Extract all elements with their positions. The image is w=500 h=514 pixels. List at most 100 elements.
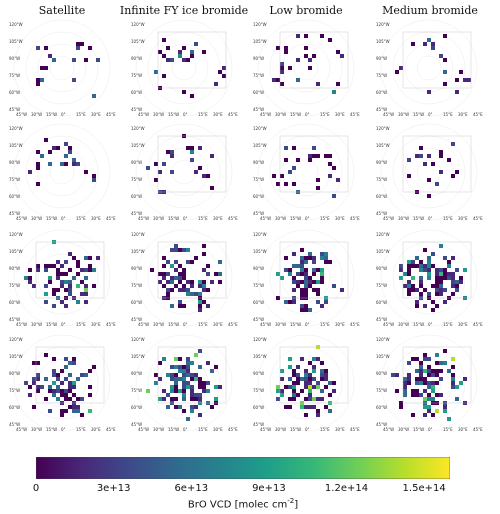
data-cell [451, 385, 455, 389]
data-cell [308, 308, 312, 312]
data-cell [316, 288, 320, 292]
data-cell [415, 288, 419, 292]
map-panel-r4-c1: 120°W 105°W 90°W 75°W 60°W 45°W 45°W 30°W 15°W 0°… [8, 333, 116, 433]
polar-map: 120°W 105°W 90°W 75°W 60°W 45°W45°W 30°W 15°W 0°… [253, 123, 360, 221]
data-cell [44, 264, 48, 268]
data-cell [166, 280, 170, 284]
lon-label: 30°W [153, 427, 164, 432]
data-cell [403, 389, 407, 393]
data-cell [56, 288, 60, 292]
data-cell [76, 260, 80, 264]
data-cell [198, 377, 202, 381]
data-cell [439, 244, 443, 248]
lon-label: 45°W [383, 427, 394, 432]
map-panel-r4-c4: 120°W 105°W 90°W 75°W 60°W 45°W 45°W 30°W 15°W 0°… [375, 333, 483, 433]
data-cell [288, 272, 292, 276]
data-cell [431, 162, 435, 166]
lat-label: 120°W [376, 337, 390, 342]
lat-label: 75°W [253, 73, 264, 78]
lon-label: 45°E [473, 427, 483, 432]
data-cell [276, 182, 280, 186]
data-cell [455, 78, 459, 82]
lon-label: 30°E [213, 322, 223, 327]
data-cell [312, 357, 316, 361]
map-panel-r3-c4: 120°W 105°W 90°W 75°W 60°W 45°W 45°W 30°W 15°W 0°… [375, 228, 483, 328]
data-cell [276, 78, 280, 82]
polar-map: 120°W 105°W 90°W 75°W 60°W 45°W45°W 30°W 15°W 0°… [376, 123, 483, 221]
data-cell [312, 397, 316, 401]
data-cell [52, 264, 56, 268]
data-cell [312, 256, 316, 260]
data-cell [304, 46, 308, 50]
data-cell [435, 284, 439, 288]
lon-label: 45°W [138, 322, 149, 327]
data-cell [32, 381, 36, 385]
data-cell [84, 288, 88, 292]
lon-label: 0° [305, 427, 310, 432]
data-cell [431, 381, 435, 385]
map-panel-r3-c1: 120°W 105°W 90°W 75°W 60°W 45°W 45°W 30°W 15°W 0°… [8, 228, 116, 328]
data-cell [56, 397, 60, 401]
lat-label: 90°W [9, 56, 20, 61]
data-cell [308, 361, 312, 365]
data-cell [288, 170, 292, 174]
data-cell [423, 369, 427, 373]
data-cell [411, 288, 415, 292]
data-cell [332, 284, 336, 288]
lat-label: 75°W [9, 283, 20, 288]
graticule-circle [13, 229, 111, 327]
lat-label: 60°W [131, 90, 142, 95]
lon-label: 45°E [228, 216, 238, 221]
lon-label: 30°W [153, 216, 164, 221]
lon-label: 45°E [106, 322, 116, 327]
polar-map: 120°W 105°W 90°W 75°W 60°W 45°W45°W 30°W 15°W 0°… [253, 19, 360, 117]
data-cell [194, 405, 198, 409]
data-cell [80, 373, 84, 377]
data-cell [320, 369, 324, 373]
data-cell [459, 70, 463, 74]
data-cell [427, 373, 431, 377]
data-cell [190, 361, 194, 365]
data-cell [435, 182, 439, 186]
lat-label: 90°W [9, 266, 20, 271]
data-cell [198, 284, 202, 288]
data-cell [202, 385, 206, 389]
polar-map: 120°W 105°W 90°W 75°W 60°W 45°W45°W 30°W 15°W 0°… [253, 334, 360, 432]
data-cell [308, 66, 312, 70]
lat-label: 45°W [376, 317, 387, 322]
data-cell [190, 385, 194, 389]
data-cell [427, 397, 431, 401]
data-cell [158, 361, 162, 365]
data-cell [60, 162, 64, 166]
data-cell [202, 244, 206, 248]
data-cell [182, 389, 186, 393]
data-cell [304, 34, 308, 38]
data-cell [190, 397, 194, 401]
data-cell [178, 276, 182, 280]
graticule-circle [13, 19, 111, 117]
data-cell [68, 284, 72, 288]
data-cell [439, 361, 443, 365]
polar-map: 120°W 105°W 90°W 75°W 60°W 45°W45°W 30°W 15°W 0°… [9, 334, 116, 432]
data-cell [166, 405, 170, 409]
lat-label: 45°W [131, 211, 142, 216]
data-cell [316, 178, 320, 182]
data-cell [60, 280, 64, 284]
lat-label: 75°W [376, 283, 387, 288]
lon-label: 45°W [383, 216, 394, 221]
data-cell [194, 170, 198, 174]
data-cell [292, 276, 296, 280]
data-cell [308, 373, 312, 377]
data-cell [300, 377, 304, 381]
data-cell [52, 369, 56, 373]
lat-label: 120°W [253, 232, 267, 237]
data-cell [174, 397, 178, 401]
data-cell [435, 353, 439, 357]
data-cell [206, 304, 210, 308]
data-cell [419, 369, 423, 373]
lat-label: 120°W [253, 22, 267, 27]
data-cell [170, 304, 174, 308]
lat-label: 105°W [9, 249, 23, 254]
data-cell [170, 288, 174, 292]
data-cell [190, 373, 194, 377]
